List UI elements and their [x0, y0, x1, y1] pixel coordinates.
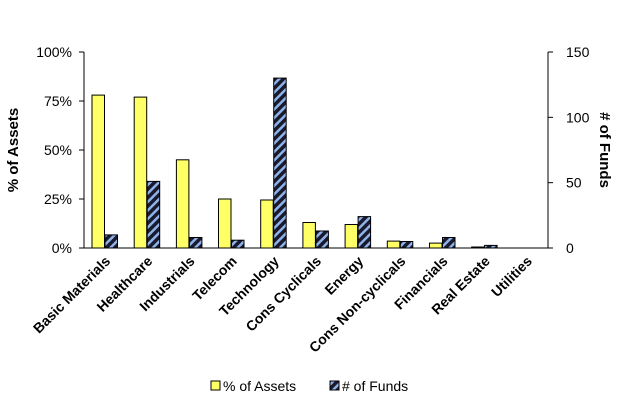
bar-assets-8: [429, 242, 443, 249]
bar-funds-8: [442, 237, 456, 249]
y-axis-left-title: % of Assets: [5, 108, 22, 192]
bar-funds-4: [273, 77, 287, 249]
bar-funds-6: [357, 216, 372, 249]
legend-label-funds: # of Funds: [342, 378, 408, 394]
y-right-tick-label-1: 50: [566, 175, 582, 191]
bar-assets-1: [133, 96, 148, 249]
legend: % of Assets # of Funds: [210, 378, 408, 394]
x-category-label-10: Utilities: [488, 253, 535, 300]
x-category-label-0: Basic Materials: [30, 253, 114, 337]
bar-assets-7: [386, 240, 401, 249]
y-axis-right-title: # of Funds: [596, 112, 613, 188]
legend-swatch-assets: [210, 380, 221, 391]
bar-funds-7: [399, 241, 414, 249]
bar-assets-0: [91, 94, 105, 249]
bar-funds-1: [146, 180, 161, 249]
bar-assets-4: [260, 199, 274, 249]
bar-funds-3: [231, 239, 245, 249]
plot-area: [91, 77, 498, 249]
bar-funds-2: [188, 237, 203, 249]
y-left-tick-label-3: 75%: [44, 93, 72, 109]
bar-funds-0: [104, 234, 118, 249]
legend-swatch-funds: [329, 380, 340, 391]
y-right-tick-label-2: 100: [566, 109, 590, 125]
y-left-tick-label-0: 0%: [52, 240, 72, 256]
bar-assets-5: [302, 222, 316, 249]
x-category-label-5: Cons Cyclicals: [242, 253, 324, 335]
legend-label-assets: % of Assets: [223, 378, 296, 394]
bar-funds-5: [315, 230, 329, 249]
y-right-tick-label-3: 150: [566, 44, 590, 60]
y-left-tick-label-1: 25%: [44, 191, 72, 207]
y-left-tick-label-2: 50%: [44, 142, 72, 158]
bar-assets-2: [175, 159, 190, 249]
bar-assets-6: [344, 224, 359, 249]
bar-assets-3: [218, 198, 232, 249]
y-right-tick-label-0: 0: [566, 240, 574, 256]
y-left-tick-label-4: 100%: [36, 44, 72, 60]
